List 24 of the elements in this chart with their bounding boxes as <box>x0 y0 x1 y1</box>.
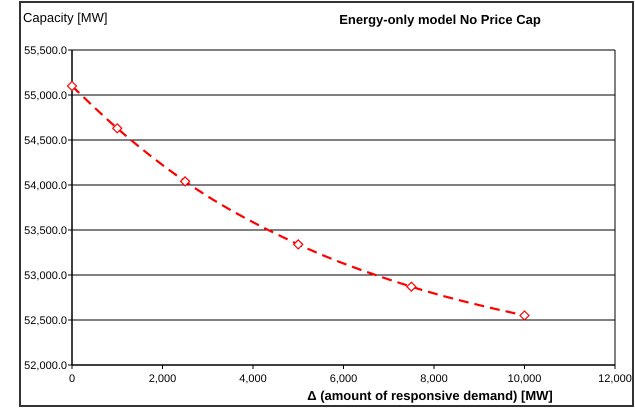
point <box>519 310 530 321</box>
point <box>180 176 190 186</box>
x-tick-label: 4,000 <box>239 373 267 385</box>
point <box>293 239 304 250</box>
x-tick-label: 0 <box>68 373 76 385</box>
point <box>112 123 122 134</box>
y-tick-label: 52,500.0 <box>24 314 67 327</box>
x-axis-title: Δ (amount of responsive demand) [MW] <box>307 388 553 403</box>
point <box>66 80 78 92</box>
y-tick-label: 53,500.0 <box>24 224 67 237</box>
y-tick-label: 55,500.0 <box>24 44 67 57</box>
x-tick-label: 6,000 <box>330 373 358 385</box>
x-tick-label: 12,000 <box>598 373 632 385</box>
x-tick-label: 10,000 <box>508 373 542 385</box>
y-tick-label: 54,000.0 <box>24 180 67 192</box>
chart-title: Energy-only model No Price Cap <box>339 12 541 27</box>
y-tick-label: 53,000.0 <box>24 270 67 282</box>
y-tick-label: 52,000.0 <box>24 360 67 372</box>
y-axis-title: Capacity [MW] <box>23 10 108 25</box>
x-tick-label: 8,000 <box>420 373 448 385</box>
y-tick-label: 55,000.0 <box>24 90 67 102</box>
x-tick-label: 2,000 <box>148 373 176 385</box>
point <box>406 282 416 292</box>
y-tick-label: 54,500.0 <box>24 134 67 147</box>
